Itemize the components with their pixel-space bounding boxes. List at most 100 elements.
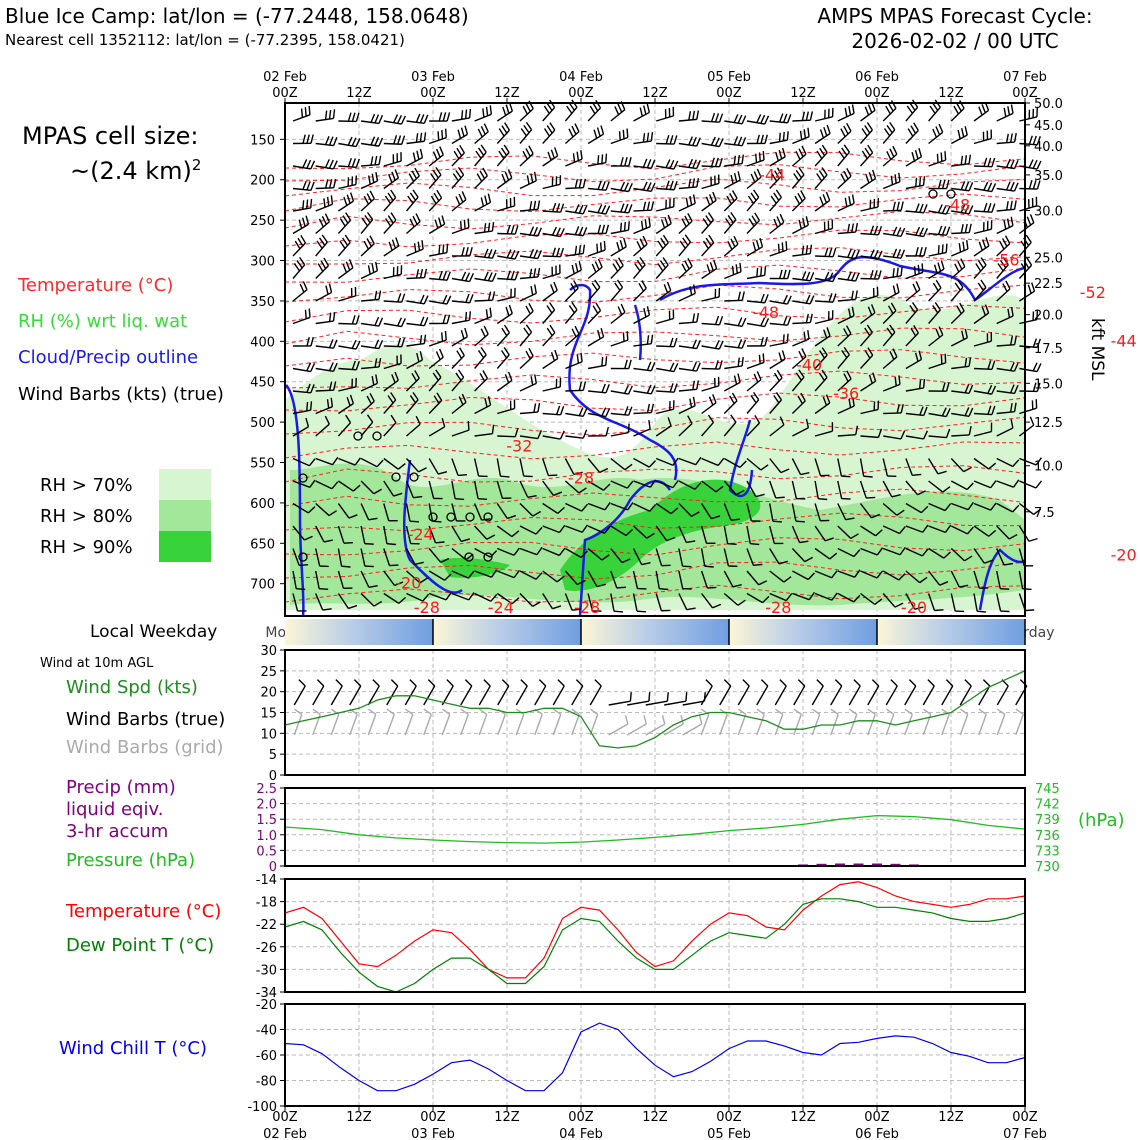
wind-barb-staff bbox=[769, 358, 786, 370]
wind-barb-staff bbox=[428, 458, 439, 475]
wind-barb-staff bbox=[973, 228, 992, 235]
wind-barb-flag bbox=[727, 241, 733, 250]
wind-barb-staff bbox=[769, 503, 774, 522]
wind-barb-flag bbox=[310, 337, 314, 347]
wind-barb-flag bbox=[441, 215, 446, 225]
wind-barb-staff bbox=[1019, 407, 1037, 415]
wind-barb-flag bbox=[550, 352, 556, 361]
wind-barb-staff bbox=[451, 226, 470, 235]
wind-barb-staff bbox=[315, 265, 329, 279]
wind-barb-flag bbox=[620, 203, 625, 213]
wind-barb-flag bbox=[851, 249, 856, 259]
wind-barb-staff bbox=[848, 685, 861, 706]
wind-barb-staff bbox=[497, 570, 515, 579]
wind-barb-flag bbox=[525, 148, 531, 157]
wind-barb-flag bbox=[568, 102, 575, 111]
wind-barb-flag bbox=[483, 223, 487, 233]
wind-barb-staff bbox=[337, 267, 354, 280]
wind-barb-staff bbox=[837, 151, 850, 167]
wind-barb-flag bbox=[446, 243, 449, 253]
wind-barb-staff bbox=[405, 196, 419, 212]
wind-barb-staff bbox=[723, 400, 738, 414]
wind-barb-flag bbox=[605, 408, 611, 417]
wind-barb-staff bbox=[860, 206, 879, 212]
wind-barb-flag bbox=[302, 281, 308, 290]
wind-barb-staff bbox=[496, 110, 513, 122]
wind-barb-staff bbox=[996, 141, 1015, 145]
wind-barb-staff bbox=[859, 354, 874, 369]
wind-barb-staff bbox=[474, 131, 489, 145]
wind-barb-flag bbox=[546, 125, 553, 134]
wind-barb-flag bbox=[889, 121, 896, 131]
weekday-band bbox=[581, 619, 729, 645]
wind-barb-staff bbox=[700, 525, 708, 544]
wind-barb-flag bbox=[828, 247, 833, 257]
wind-barb-flag bbox=[864, 327, 871, 336]
wind-barb-staff bbox=[428, 197, 443, 212]
wind-barb-staff bbox=[724, 162, 743, 167]
wind-barb-flag bbox=[999, 240, 1005, 250]
wind-barb-staff bbox=[315, 241, 328, 257]
wind-barb-flag bbox=[873, 270, 878, 280]
wind-barb-flag bbox=[639, 238, 645, 248]
wind-barb-flag bbox=[781, 147, 786, 157]
precip-bar bbox=[890, 863, 901, 866]
wind-barb-flag bbox=[297, 237, 304, 247]
wind-barb-staff bbox=[1018, 548, 1025, 567]
wind-barb-staff bbox=[473, 480, 479, 499]
wind-barb-flag bbox=[774, 170, 780, 179]
wind-barb-flag bbox=[910, 125, 917, 134]
wind-barb-staff bbox=[837, 175, 852, 190]
wind-barb-flag bbox=[460, 329, 465, 339]
wind-barb-flag bbox=[342, 215, 349, 224]
wind-barb-flag bbox=[778, 560, 788, 565]
isotherm-label: -36 bbox=[833, 384, 859, 403]
wind-barb-flag bbox=[667, 417, 672, 427]
wind-barb-staff bbox=[792, 427, 809, 437]
wind-barb-flag bbox=[978, 241, 983, 251]
wind-barb-flag bbox=[708, 396, 714, 406]
wind-barb-flag bbox=[919, 227, 925, 237]
wind-barb-flag bbox=[825, 394, 831, 404]
wind-barb-staff bbox=[406, 322, 425, 327]
wind-barb-flag bbox=[580, 550, 588, 558]
wind-barb-flag bbox=[808, 591, 816, 601]
wind-barb-staff bbox=[746, 176, 762, 190]
wind-barb-staff bbox=[383, 399, 397, 414]
wind-barb-staff bbox=[678, 165, 697, 170]
wind-barb-staff bbox=[361, 366, 380, 370]
wind-barb-flag bbox=[396, 114, 403, 124]
wind-barb-flag bbox=[1032, 159, 1038, 169]
wind-barb-flag bbox=[484, 195, 488, 205]
wind-barb-flag bbox=[991, 183, 997, 192]
wind-barb-flag bbox=[890, 679, 898, 687]
wind-barb-flag bbox=[914, 149, 919, 160]
wind-barb-flag bbox=[507, 169, 513, 179]
wind-barb-staff bbox=[769, 480, 777, 499]
wind-barb-staff bbox=[406, 359, 423, 370]
wind-barb-flag bbox=[601, 204, 607, 214]
wind-barb-flag bbox=[1010, 216, 1014, 226]
xs-pressure-tick-label: 550 bbox=[250, 457, 275, 472]
wind-barb-flag bbox=[866, 324, 873, 333]
wind-barb-flag bbox=[459, 347, 465, 356]
wind-barb-flag bbox=[733, 375, 738, 385]
wind-barb-staff bbox=[837, 592, 855, 603]
wind-barb-staff bbox=[1019, 116, 1038, 122]
wind-barb-flag bbox=[935, 328, 941, 338]
wind-barb-staff bbox=[867, 685, 880, 706]
wind-barb-staff bbox=[973, 367, 993, 370]
wind-barb-staff bbox=[429, 251, 448, 257]
wind-barb-flag bbox=[1032, 180, 1037, 190]
wind-barb-flag bbox=[1013, 133, 1017, 143]
wind-barb-flag bbox=[483, 679, 491, 687]
wind-barb-flag bbox=[991, 405, 996, 415]
wind-barb-staff bbox=[292, 242, 306, 257]
wind-barb-flag bbox=[639, 256, 646, 266]
wind-barb-staff bbox=[814, 503, 821, 521]
windchill-line bbox=[284, 1022, 1026, 1092]
wind-barb-flag bbox=[739, 262, 742, 272]
wind-barb-staff bbox=[678, 503, 693, 517]
wind-barb-staff bbox=[905, 593, 916, 610]
wind-barb-flag bbox=[851, 271, 856, 281]
